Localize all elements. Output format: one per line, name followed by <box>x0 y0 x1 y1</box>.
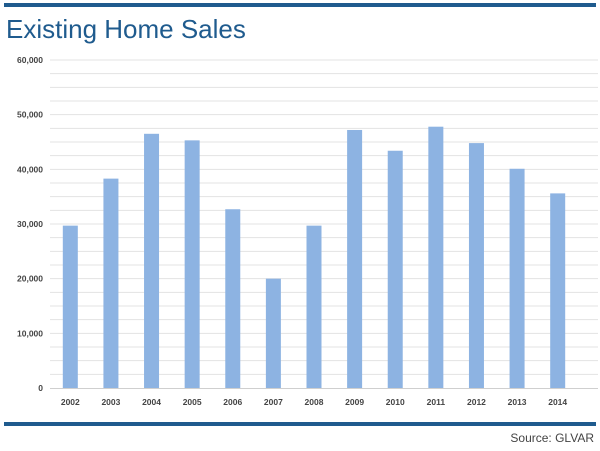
y-tick-label: 20,000 <box>17 274 43 284</box>
x-axis-tick-labels: 2002 2003 2004 2005 2006 2007 2008 2009 2010 2011… <box>61 397 568 407</box>
y-tick-label: 30,000 <box>17 219 43 229</box>
source-note: Source: GLVAR <box>510 431 594 445</box>
x-tick-label: 2014 <box>548 397 567 407</box>
x-tick-label: 2012 <box>467 397 486 407</box>
y-tick-label: 60,000 <box>17 55 43 65</box>
x-tick-label: 2006 <box>223 397 242 407</box>
x-tick-label: 2005 <box>183 397 202 407</box>
bottom-rule <box>4 422 596 426</box>
bar-2003 <box>103 178 119 388</box>
bar-2013 <box>509 168 525 388</box>
x-tick-label: 2013 <box>508 397 527 407</box>
bar-2004 <box>144 133 160 388</box>
top-rule <box>4 3 596 7</box>
bar-2011 <box>428 126 444 389</box>
bar-2002 <box>62 225 78 388</box>
x-tick-label: 2008 <box>305 397 324 407</box>
bar-2005 <box>184 140 200 388</box>
x-tick-label: 2003 <box>101 397 120 407</box>
x-tick-label: 2011 <box>427 397 446 407</box>
x-tick-label: 2002 <box>61 397 80 407</box>
x-tick-label: 2010 <box>386 397 405 407</box>
x-tick-label: 2009 <box>345 397 364 407</box>
y-tick-label: 10,000 <box>17 328 43 338</box>
y-tick-label: 0 <box>38 383 43 393</box>
bar-2010 <box>387 150 403 388</box>
bar-2006 <box>225 209 241 388</box>
bar-2012 <box>468 143 484 388</box>
x-tick-label: 2007 <box>264 397 283 407</box>
bar-2007 <box>265 278 281 388</box>
chart-title: Existing Home Sales <box>6 14 246 44</box>
y-tick-label: 40,000 <box>17 164 43 174</box>
y-axis-tick-labels: 0 10,000 20,000 30,000 40,000 50,000 60,000 <box>17 55 43 393</box>
x-tick-label: 2004 <box>142 397 161 407</box>
bar-2014 <box>550 193 566 388</box>
y-tick-label: 50,000 <box>17 110 43 120</box>
bars <box>62 126 566 389</box>
bar-2009 <box>347 129 363 388</box>
gridlines <box>50 59 598 375</box>
bar-2008 <box>306 225 322 388</box>
